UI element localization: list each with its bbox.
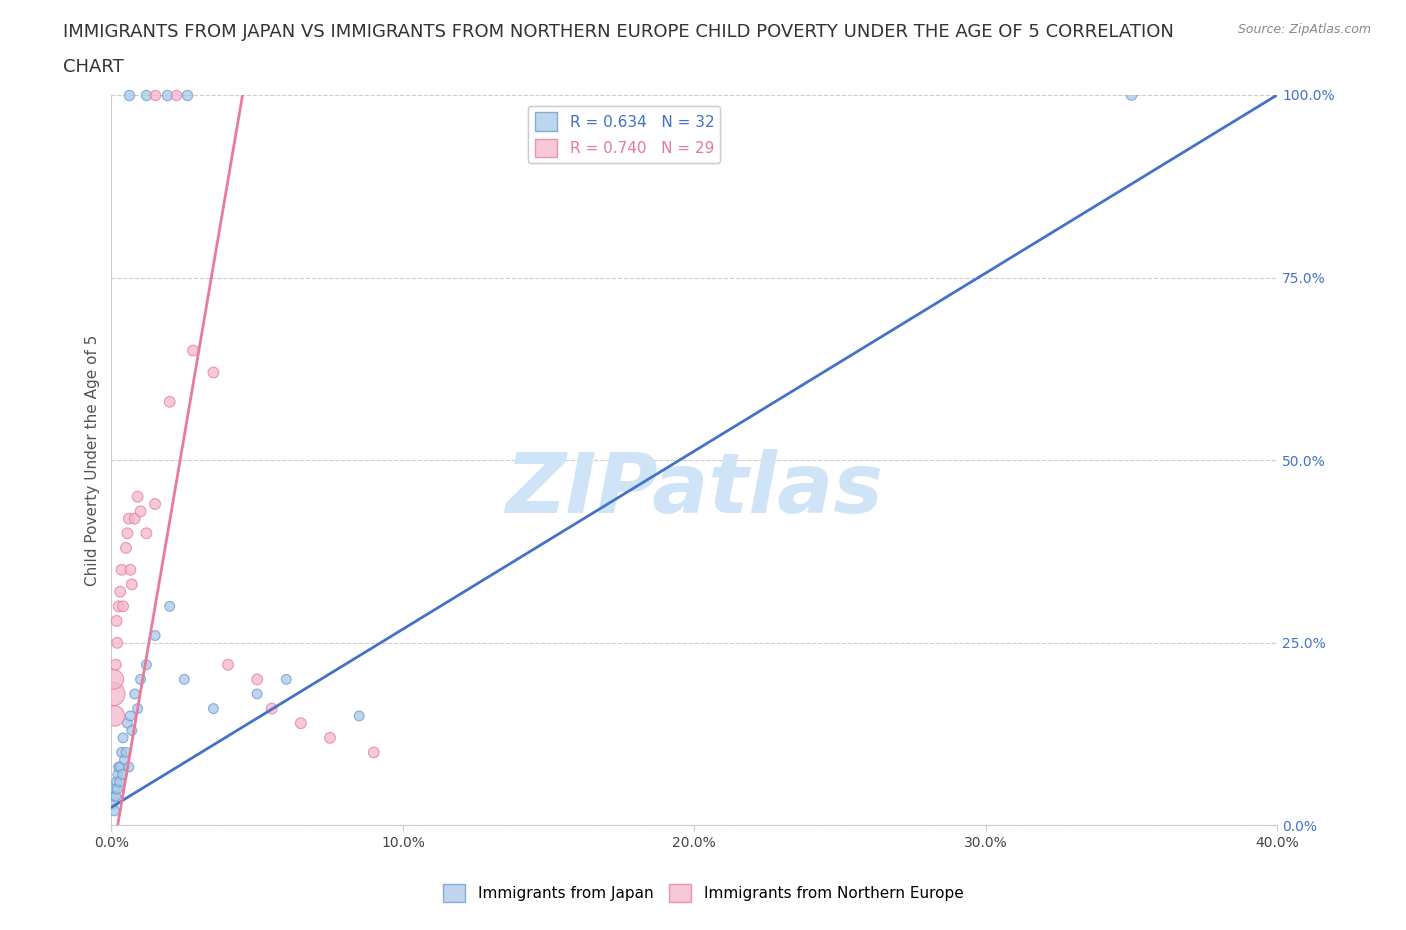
Point	[127, 489, 149, 504]
Point	[105, 614, 128, 629]
Point	[103, 789, 125, 804]
Point	[129, 504, 152, 519]
Point	[124, 686, 146, 701]
Point	[121, 723, 143, 737]
Point	[105, 781, 128, 796]
Point	[107, 599, 129, 614]
Point	[319, 730, 342, 745]
Point	[135, 87, 157, 102]
Point	[143, 628, 166, 643]
Point	[135, 658, 157, 672]
Text: Source: ZipAtlas.com: Source: ZipAtlas.com	[1237, 23, 1371, 36]
Point	[103, 709, 125, 724]
Point	[107, 767, 129, 782]
Point	[120, 563, 142, 578]
Point	[173, 672, 195, 687]
Text: IMMIGRANTS FROM JAPAN VS IMMIGRANTS FROM NORTHERN EUROPE CHILD POVERTY UNDER THE: IMMIGRANTS FROM JAPAN VS IMMIGRANTS FROM…	[63, 23, 1174, 41]
Point	[111, 767, 134, 782]
Text: CHART: CHART	[63, 58, 124, 75]
Point	[165, 87, 187, 102]
Point	[118, 87, 141, 102]
Text: ZIPatlas: ZIPatlas	[505, 449, 883, 530]
Point	[202, 701, 225, 716]
Point	[290, 716, 312, 731]
Point	[112, 730, 135, 745]
Point	[103, 672, 125, 687]
Point	[347, 709, 370, 724]
Point	[115, 745, 138, 760]
Point	[135, 525, 157, 540]
Point	[117, 525, 139, 540]
Point	[202, 365, 225, 380]
Point	[104, 781, 127, 796]
Point	[217, 658, 239, 672]
Point	[108, 584, 131, 599]
Point	[120, 709, 142, 724]
Point	[101, 686, 124, 701]
Point	[117, 716, 139, 731]
Point	[105, 774, 128, 789]
Point	[118, 512, 141, 526]
Point	[108, 760, 131, 775]
Point	[1121, 87, 1143, 102]
Point	[104, 658, 127, 672]
Point	[107, 760, 129, 775]
Point	[156, 87, 179, 102]
Point	[159, 394, 181, 409]
Point	[124, 512, 146, 526]
Point	[112, 599, 135, 614]
Point	[181, 343, 204, 358]
Point	[127, 701, 149, 716]
Point	[129, 672, 152, 687]
Point	[121, 577, 143, 591]
Point	[118, 760, 141, 775]
Point	[159, 599, 181, 614]
Y-axis label: Child Poverty Under the Age of 5: Child Poverty Under the Age of 5	[86, 335, 100, 586]
Legend: R = 0.634   N = 32, R = 0.740   N = 29: R = 0.634 N = 32, R = 0.740 N = 29	[529, 106, 720, 164]
Point	[108, 774, 131, 789]
Point	[143, 87, 166, 102]
Point	[176, 87, 198, 102]
Point	[143, 497, 166, 512]
Legend: Immigrants from Japan, Immigrants from Northern Europe: Immigrants from Japan, Immigrants from N…	[436, 878, 970, 909]
Point	[114, 752, 136, 767]
Point	[110, 563, 132, 578]
Point	[246, 686, 269, 701]
Point	[115, 540, 138, 555]
Point	[103, 804, 125, 818]
Point	[363, 745, 385, 760]
Point	[110, 745, 132, 760]
Point	[101, 796, 124, 811]
Point	[276, 672, 298, 687]
Point	[260, 701, 283, 716]
Point	[104, 789, 127, 804]
Point	[246, 672, 269, 687]
Point	[105, 635, 128, 650]
